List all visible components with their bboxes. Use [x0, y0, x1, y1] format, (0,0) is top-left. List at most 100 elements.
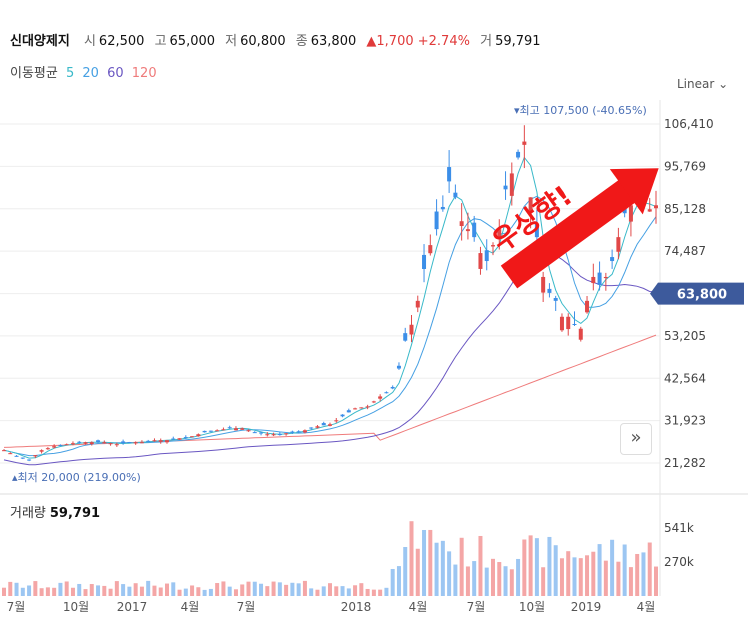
volume-bar	[340, 586, 345, 596]
candle-body	[14, 455, 19, 457]
candle-body	[70, 443, 75, 445]
volume-bar	[64, 581, 69, 596]
candle-body	[165, 440, 169, 443]
candle-body	[371, 401, 376, 403]
volume-bar	[346, 588, 351, 596]
y-tick-label: 106,410	[664, 117, 714, 131]
candle-body	[2, 450, 6, 452]
moving-average-legend: 이동평균 5 20 60 120	[10, 62, 157, 81]
candle-body	[77, 441, 82, 443]
ma-60[interactable]: 60	[107, 66, 124, 81]
volume-bar	[371, 589, 376, 596]
volume-bar	[290, 582, 295, 596]
candle-body	[315, 426, 320, 428]
volume-bar	[233, 589, 238, 596]
candle-body	[603, 276, 608, 279]
candle-body	[359, 407, 364, 409]
candle-body	[654, 205, 658, 209]
candle-body	[353, 408, 358, 410]
volume-panel-label: 거래량	[10, 506, 46, 521]
volume-bar	[39, 588, 44, 596]
volume-value: 59,791	[495, 34, 541, 49]
candle-body	[591, 276, 596, 284]
current-price-text: 63,800	[677, 288, 727, 303]
volume-bar	[516, 558, 521, 596]
candle-body	[328, 424, 332, 426]
x-tick-label: 4월	[637, 600, 656, 614]
candle-body	[465, 229, 470, 232]
close-value: 63,800	[310, 34, 357, 49]
candle-body	[171, 438, 176, 440]
candle-body	[309, 427, 314, 429]
x-tick-label: 2017	[117, 600, 148, 614]
volume-bar	[158, 587, 163, 596]
candle-body	[534, 224, 539, 238]
change-value: ▲1,700	[366, 34, 414, 49]
volume-bar	[378, 589, 383, 596]
candle-body	[89, 442, 94, 445]
volume-bar	[14, 582, 19, 596]
candle-body	[39, 450, 44, 452]
volume-bar	[215, 583, 220, 596]
ma-20[interactable]: 20	[82, 66, 99, 81]
max-price-label: ▾최고 107,500 (-40.65%)	[514, 104, 647, 117]
volume-bar	[33, 581, 38, 596]
candle-body	[528, 197, 533, 212]
volume-bar	[202, 589, 207, 596]
candle-body	[296, 431, 301, 433]
volume-tick-label: 541k	[664, 521, 694, 535]
volume-bar	[447, 551, 452, 596]
open-label: 시	[83, 34, 96, 49]
candle-body	[378, 396, 383, 399]
candle-body	[96, 440, 101, 443]
candle-body	[647, 209, 652, 212]
candle-body	[453, 192, 458, 198]
volume-bar	[422, 529, 427, 596]
candle-body	[422, 254, 427, 269]
ma-5[interactable]: 5	[65, 66, 75, 81]
volume-bar	[114, 581, 119, 596]
volume-label: 거	[480, 34, 493, 49]
high-label: 고	[154, 34, 167, 49]
candle-body	[472, 222, 477, 238]
volume-bar	[497, 562, 502, 596]
candle-body	[284, 433, 289, 435]
expand-chart-button[interactable]: »	[620, 423, 652, 455]
candle-body	[215, 430, 220, 432]
candle-body	[20, 457, 25, 459]
candle-body	[233, 428, 238, 431]
x-tick-label: 7월	[7, 600, 26, 614]
ma-120[interactable]: 120	[131, 66, 157, 81]
candle-body	[578, 328, 583, 340]
y-tick-label: 95,769	[664, 159, 706, 173]
candle-body	[616, 237, 621, 252]
scale-label[interactable]: Linear	[677, 77, 715, 91]
candle-body	[321, 423, 326, 426]
candle-body	[384, 392, 389, 394]
candle-body	[459, 221, 464, 226]
volume-bar	[27, 585, 32, 596]
volume-bar	[622, 544, 627, 596]
scale-selector[interactable]: Linear ⌄	[677, 77, 728, 91]
volume-bar	[102, 585, 107, 596]
ma-label: 이동평균	[10, 66, 58, 81]
candle-body	[8, 453, 13, 455]
candle-body	[365, 406, 370, 408]
volume-bar	[284, 584, 289, 596]
volume-bar	[434, 542, 439, 596]
volume-bar	[647, 542, 652, 596]
quote-header: 신대양제지 시 62,500 고 65,000 저 60,800 종 63,800 ▲1…	[10, 30, 547, 49]
volume-bar	[321, 586, 326, 596]
volume-bar	[503, 566, 508, 596]
volume-bar	[127, 586, 132, 596]
candle-body	[45, 448, 50, 450]
volume-bar	[534, 538, 539, 596]
candle-body	[628, 205, 633, 222]
candle-body	[585, 300, 590, 313]
candle-body	[290, 431, 295, 433]
candle-body	[409, 324, 414, 335]
candle-body	[340, 414, 345, 417]
candle-body	[108, 443, 113, 445]
volume-bar	[428, 529, 433, 596]
